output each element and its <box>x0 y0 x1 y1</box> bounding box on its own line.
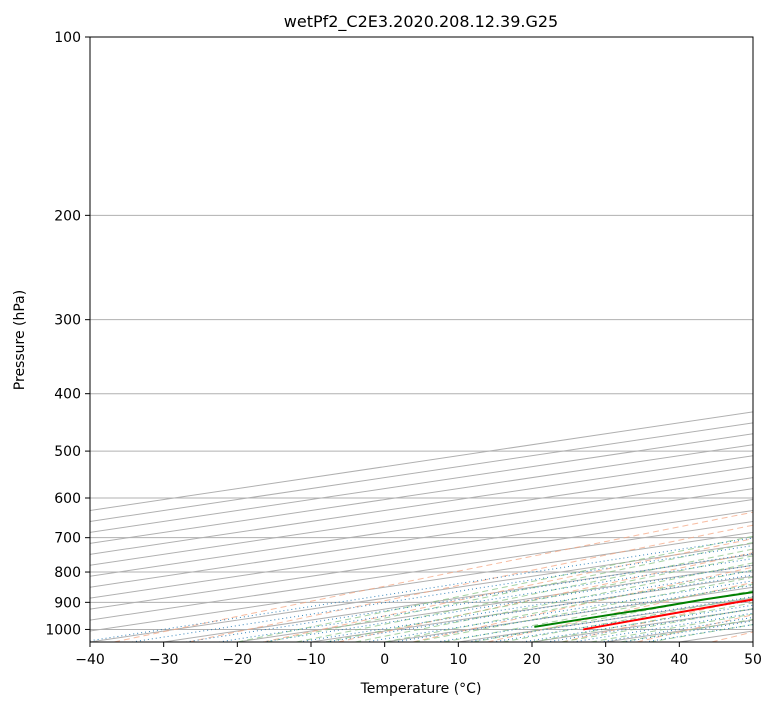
dry-adiabat-line <box>188 524 753 642</box>
isotherm-line <box>90 466 753 566</box>
y-axis-label: Pressure (hPa) <box>12 290 28 390</box>
x-tick-label: −30 <box>149 652 179 668</box>
y-tick-label: 400 <box>54 387 81 403</box>
moist-adiabat-line <box>355 562 753 642</box>
chart-title: wetPf2_C2E3.2020.208.12.39.G25 <box>284 12 558 32</box>
y-tick-label: 800 <box>54 565 81 581</box>
y-tick-label: 1000 <box>45 622 81 638</box>
moist-adiabat-line <box>237 535 753 642</box>
y-tick-label: 300 <box>54 313 81 329</box>
mixing-ratio-line <box>599 616 753 642</box>
mixing-ratio-line <box>572 612 753 642</box>
mixing-ratio-line <box>185 553 753 642</box>
isotherm-line <box>90 520 753 621</box>
x-tick-label: 20 <box>523 652 541 668</box>
moist-adiabat-line <box>325 555 753 642</box>
moist-adiabat-line <box>502 596 753 642</box>
y-tick-label: 900 <box>54 595 81 611</box>
y-tick-label: 100 <box>54 30 81 46</box>
x-tick-label: 50 <box>744 652 762 668</box>
x-tick-label: −40 <box>75 652 105 668</box>
x-axis-label: Temperature (°C) <box>360 681 482 697</box>
isotherm-line <box>90 499 753 599</box>
isotherm-line <box>90 531 753 632</box>
moist-adiabat-line <box>443 583 753 642</box>
mixing-ratio-line <box>546 608 753 642</box>
isotherm-line <box>90 509 753 610</box>
mixing-ratio-line <box>131 545 753 642</box>
mixing-ratio-line <box>218 558 753 642</box>
y-tick-label: 600 <box>54 491 81 507</box>
plot-area: 0.10.20.40.611.52346810131620253036-100-… <box>90 37 753 642</box>
isotherm-line <box>90 455 753 555</box>
dry-adiabat-line <box>487 581 753 642</box>
dry-adiabat-line <box>263 538 753 642</box>
moist-adiabat-line <box>531 602 753 642</box>
x-tick-label: 30 <box>597 652 615 668</box>
x-tick-label: 10 <box>449 652 467 668</box>
x-tick-label: −10 <box>296 652 326 668</box>
x-tick-label: −20 <box>223 652 253 668</box>
x-tick-label: 40 <box>670 652 688 668</box>
isotherm-line <box>90 444 753 544</box>
plot-frame <box>89 36 754 643</box>
y-tick-label: 200 <box>54 208 81 224</box>
y-tick-label: 700 <box>54 531 81 547</box>
y-tick-label: 500 <box>54 444 81 460</box>
isotherm-line <box>90 477 753 577</box>
isotherm-line <box>90 488 753 588</box>
x-tick-label: 0 <box>380 652 389 668</box>
